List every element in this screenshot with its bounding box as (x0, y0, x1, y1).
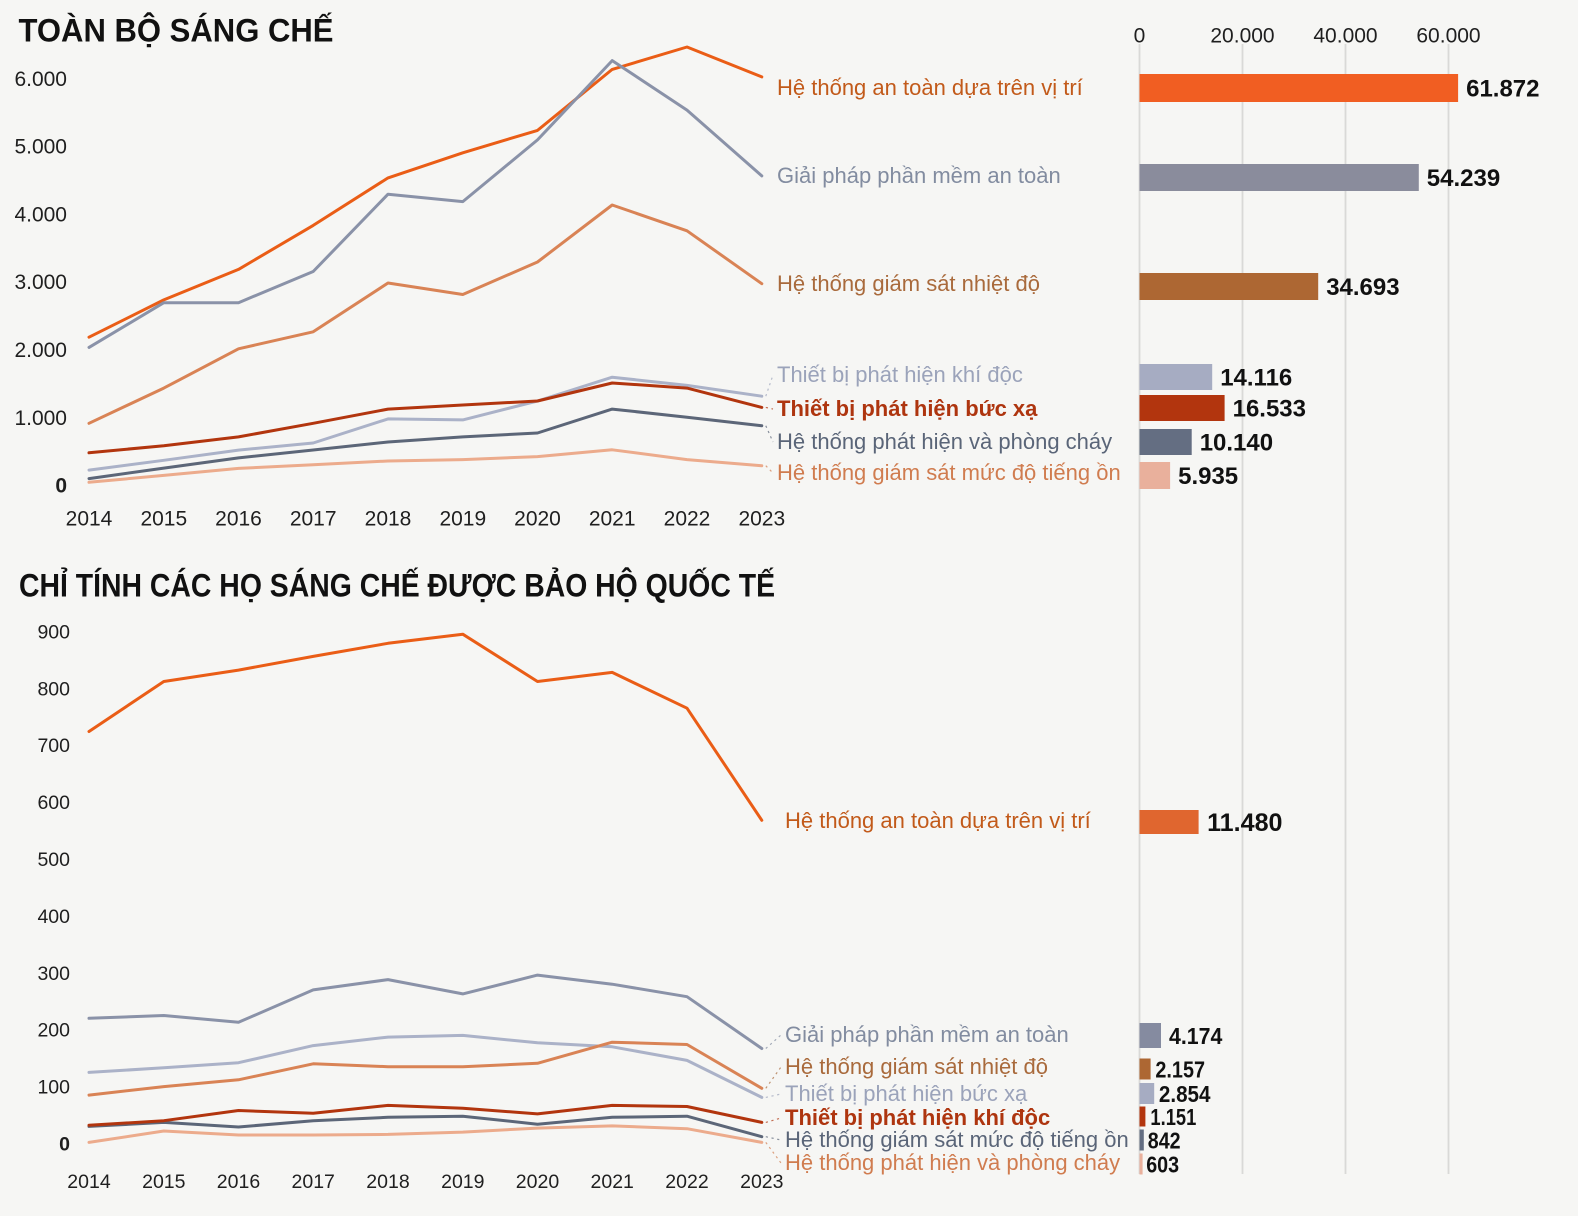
svg-text:603: 603 (1146, 1151, 1179, 1177)
svg-text:Thiết bị phát hiện bức xạ: Thiết bị phát hiện bức xạ (785, 1081, 1028, 1106)
svg-text:2018: 2018 (366, 1171, 409, 1193)
svg-text:2020: 2020 (516, 1171, 560, 1193)
svg-text:2016: 2016 (215, 508, 262, 531)
svg-text:2020: 2020 (514, 508, 561, 531)
svg-text:Hệ thống an toàn dựa trên vị t: Hệ thống an toàn dựa trên vị trí (777, 75, 1083, 100)
svg-text:Hệ thống phát hiện và phòng ch: Hệ thống phát hiện và phòng cháy (785, 1150, 1120, 1175)
svg-text:200: 200 (37, 1020, 70, 1042)
svg-text:2021: 2021 (589, 508, 636, 531)
svg-text:1.151: 1.151 (1150, 1104, 1196, 1130)
svg-text:20.000: 20.000 (1210, 25, 1274, 48)
svg-text:0: 0 (59, 1134, 70, 1156)
svg-text:40.000: 40.000 (1313, 25, 1377, 48)
svg-text:2021: 2021 (591, 1171, 634, 1193)
svg-text:2.157: 2.157 (1155, 1056, 1205, 1082)
svg-text:14.116: 14.116 (1220, 365, 1292, 392)
svg-text:900: 900 (37, 621, 70, 643)
svg-text:2022: 2022 (664, 508, 711, 531)
svg-text:100: 100 (37, 1077, 70, 1099)
svg-text:800: 800 (37, 678, 70, 700)
svg-text:Giải pháp phần mềm an toàn: Giải pháp phần mềm an toàn (785, 1022, 1069, 1047)
svg-text:Hệ thống giám sát nhiệt độ: Hệ thống giám sát nhiệt độ (785, 1054, 1048, 1079)
svg-text:16.533: 16.533 (1233, 396, 1306, 423)
svg-text:600: 600 (37, 792, 70, 814)
svg-text:Thiết bị phát hiện khí độc: Thiết bị phát hiện khí độc (777, 362, 1023, 387)
svg-text:Thiết bị phát hiện khí độc: Thiết bị phát hiện khí độc (785, 1105, 1050, 1130)
svg-text:2014: 2014 (67, 1171, 111, 1193)
svg-text:2018: 2018 (365, 508, 412, 531)
svg-text:2022: 2022 (665, 1171, 708, 1193)
svg-text:2023: 2023 (738, 508, 785, 531)
svg-text:2019: 2019 (441, 1171, 484, 1193)
svg-text:2.000: 2.000 (14, 339, 67, 362)
svg-text:700: 700 (37, 735, 70, 757)
svg-text:842: 842 (1148, 1127, 1181, 1153)
svg-text:34.693: 34.693 (1326, 274, 1399, 301)
svg-text:500: 500 (37, 849, 70, 871)
svg-text:Hệ thống giám sát mức độ tiếng: Hệ thống giám sát mức độ tiếng ồn (785, 1127, 1129, 1152)
svg-text:10.140: 10.140 (1200, 430, 1273, 457)
svg-text:54.239: 54.239 (1427, 165, 1500, 192)
svg-text:4.000: 4.000 (14, 203, 67, 226)
svg-text:2019: 2019 (439, 508, 486, 531)
svg-text:2017: 2017 (290, 508, 337, 531)
svg-text:TOÀN BỘ SÁNG CHẾ: TOÀN BỘ SÁNG CHẾ (19, 13, 334, 49)
svg-text:1.000: 1.000 (14, 407, 67, 430)
svg-text:3.000: 3.000 (14, 271, 67, 294)
svg-text:0: 0 (1134, 25, 1146, 48)
svg-text:6.000: 6.000 (14, 68, 67, 91)
svg-text:Giải pháp phần mềm an toàn: Giải pháp phần mềm an toàn (777, 163, 1061, 188)
svg-text:300: 300 (37, 963, 70, 985)
svg-text:2016: 2016 (217, 1171, 260, 1193)
svg-text:61.872: 61.872 (1466, 76, 1539, 103)
svg-text:Hệ thống phát hiện và phòng ch: Hệ thống phát hiện và phòng cháy (777, 429, 1112, 454)
svg-text:CHỈ TÍNH CÁC HỌ SÁNG CHẾ ĐƯỢC: CHỈ TÍNH CÁC HỌ SÁNG CHẾ ĐƯỢC BẢO HỘ QUỐ… (19, 568, 775, 604)
svg-text:Thiết bị phát hiện bức xạ: Thiết bị phát hiện bức xạ (777, 396, 1038, 421)
svg-text:0: 0 (55, 475, 67, 498)
svg-text:Hệ thống giám sát nhiệt độ: Hệ thống giám sát nhiệt độ (777, 271, 1040, 296)
svg-text:2.854: 2.854 (1159, 1081, 1211, 1107)
svg-text:2015: 2015 (140, 508, 187, 531)
svg-text:Hệ thống giám sát mức độ tiếng: Hệ thống giám sát mức độ tiếng ồn (777, 460, 1121, 485)
svg-text:2014: 2014 (66, 508, 113, 531)
svg-text:400: 400 (37, 906, 70, 928)
svg-text:2017: 2017 (292, 1171, 335, 1193)
svg-text:11.480: 11.480 (1207, 809, 1282, 837)
svg-text:60.000: 60.000 (1416, 25, 1480, 48)
svg-text:Hệ thống an toàn dựa trên vị t: Hệ thống an toàn dựa trên vị trí (785, 808, 1091, 833)
svg-text:5.000: 5.000 (14, 136, 67, 159)
svg-text:2023: 2023 (740, 1171, 783, 1193)
svg-text:4.174: 4.174 (1169, 1023, 1222, 1049)
svg-text:2015: 2015 (142, 1171, 186, 1193)
svg-text:5.935: 5.935 (1178, 463, 1238, 490)
